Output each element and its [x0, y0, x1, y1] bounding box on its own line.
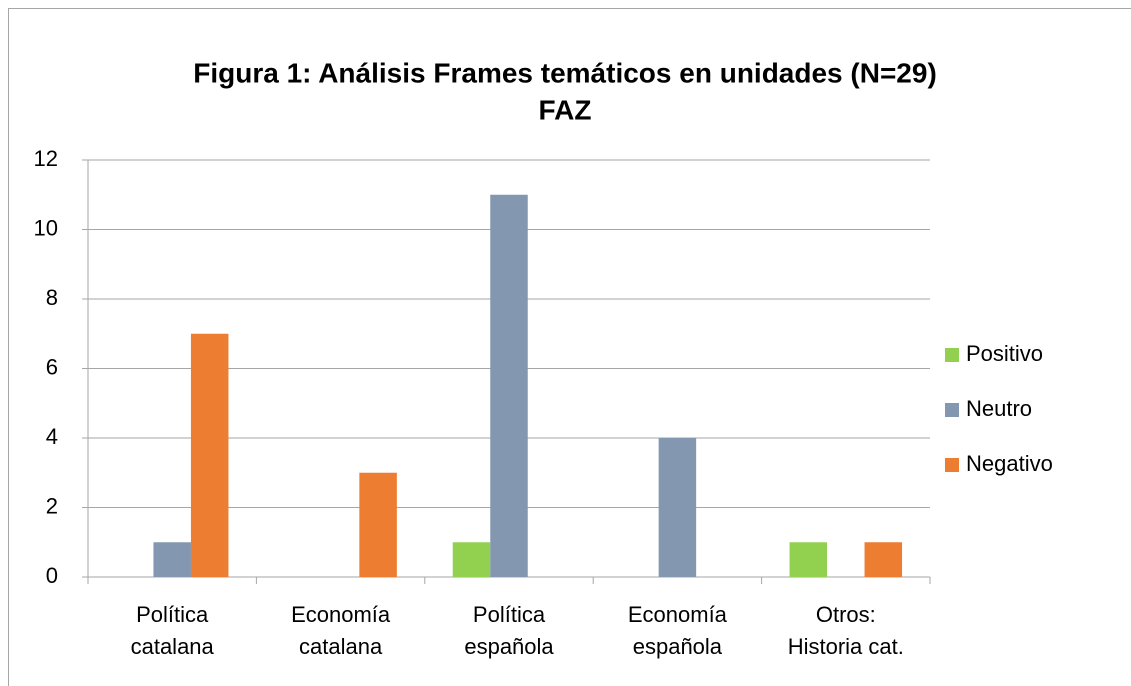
bar — [490, 194, 528, 577]
bar — [789, 542, 828, 577]
bar — [153, 542, 191, 577]
legend-swatch — [945, 458, 959, 472]
chart-border — [8, 8, 1131, 686]
bar — [359, 472, 397, 577]
y-tick-label: 2 — [46, 493, 58, 518]
x-tick-label: Política española — [464, 602, 554, 659]
bar — [864, 542, 903, 577]
y-tick-label: 6 — [46, 354, 58, 379]
x-tick-label: Economía española — [628, 602, 728, 659]
y-tick-label: 12 — [34, 146, 58, 171]
legend-label: Positivo — [966, 341, 1043, 366]
chart-title: Figura 1: Análisis Frames temáticos en u… — [193, 57, 937, 88]
y-tick-label: 8 — [46, 285, 58, 310]
legend-swatch — [945, 348, 959, 362]
bar — [658, 438, 697, 577]
x-tick-label: Economía catalana — [291, 602, 391, 659]
bar — [190, 333, 229, 577]
legend-label: Neutro — [966, 396, 1032, 421]
y-tick-label: 10 — [34, 215, 58, 240]
x-tick-label: Otros: Historia cat. — [788, 602, 904, 659]
x-tick-label: Política catalana — [131, 602, 215, 659]
legend-swatch — [945, 403, 959, 417]
bar — [452, 542, 491, 577]
chart-title: FAZ — [539, 94, 592, 125]
y-tick-label: 4 — [46, 424, 58, 449]
legend-label: Negativo — [966, 451, 1053, 476]
y-tick-label: 0 — [46, 563, 58, 588]
